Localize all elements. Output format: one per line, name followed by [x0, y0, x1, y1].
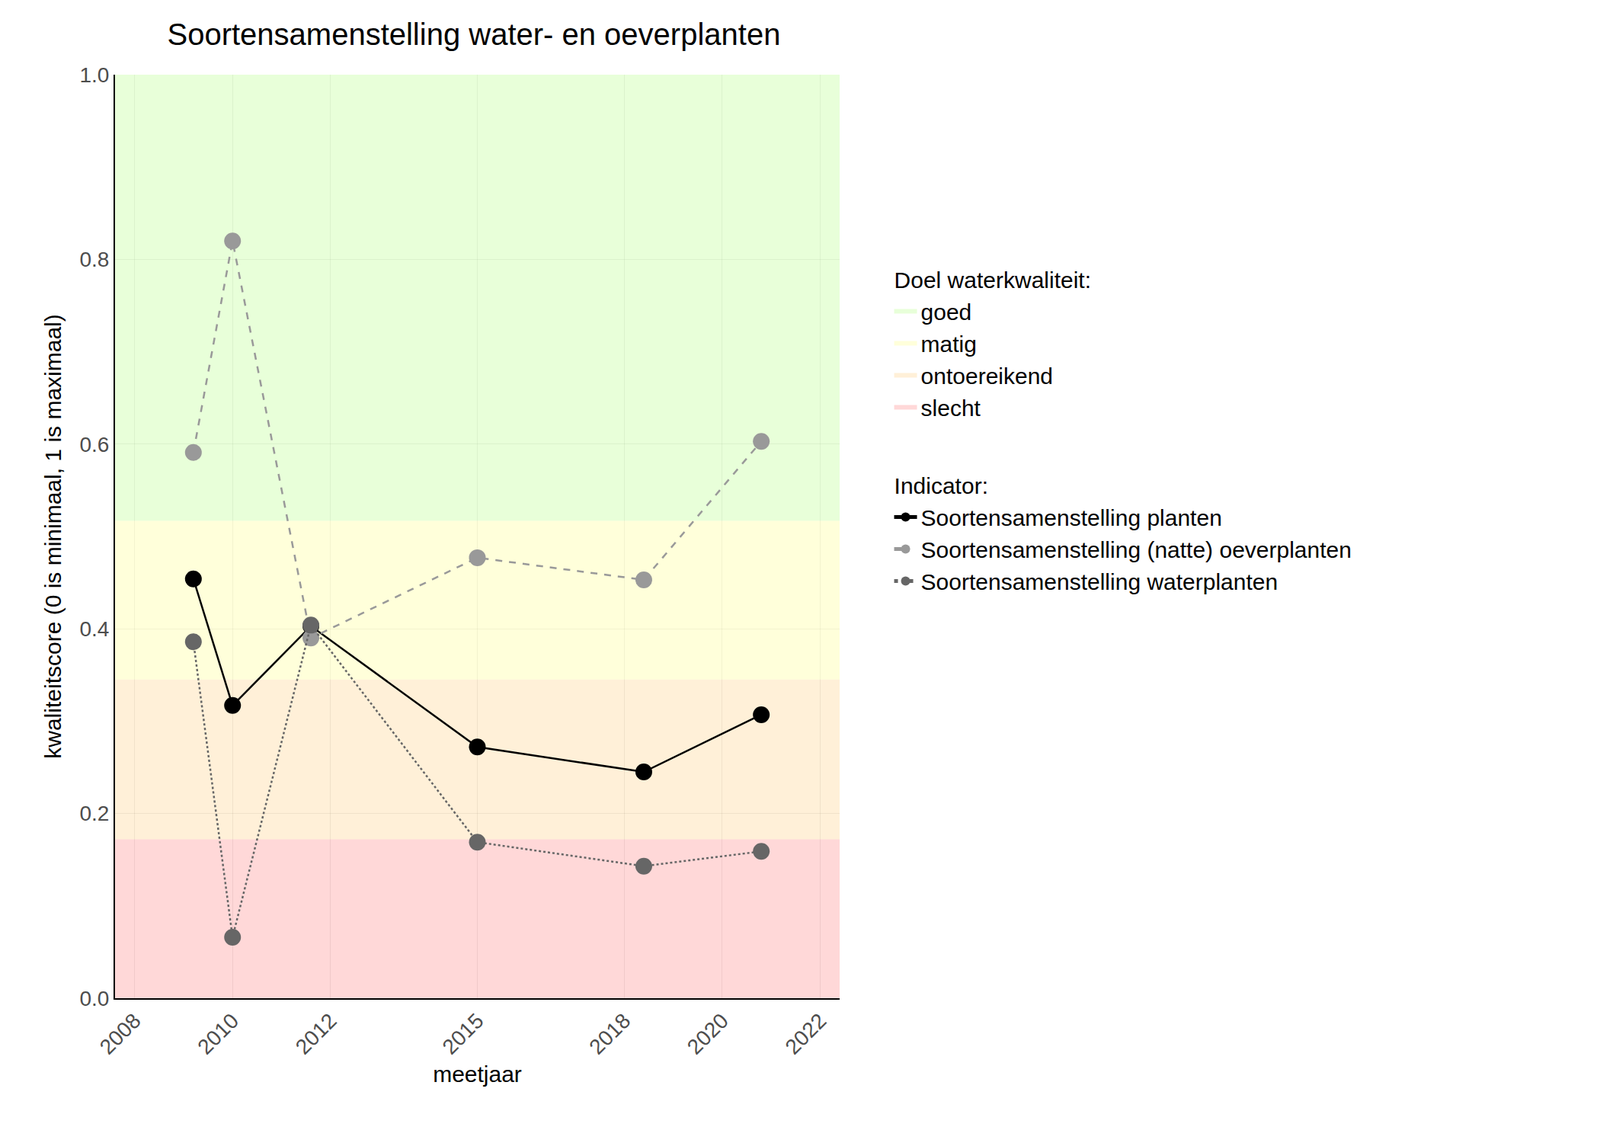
svg-text:2010: 2010 [192, 1008, 244, 1060]
svg-text:2008: 2008 [95, 1008, 146, 1060]
svg-text:2022: 2022 [780, 1008, 831, 1060]
svg-text:0.4: 0.4 [79, 617, 109, 641]
svg-text:Doel waterkwaliteit:: Doel waterkwaliteit: [894, 267, 1092, 293]
svg-text:2020: 2020 [682, 1008, 733, 1060]
svg-text:slecht: slecht [921, 395, 982, 421]
svg-text:0.8: 0.8 [79, 247, 109, 272]
svg-text:0.6: 0.6 [79, 432, 109, 457]
svg-text:2018: 2018 [584, 1008, 635, 1060]
svg-text:meetjaar: meetjaar [432, 1061, 522, 1087]
svg-text:goed: goed [921, 299, 973, 325]
svg-text:ontoereikend: ontoereikend [921, 363, 1053, 389]
svg-text:2012: 2012 [291, 1008, 342, 1060]
svg-text:Soortensamenstelling water- en: Soortensamenstelling water- en oeverplan… [166, 17, 781, 52]
svg-text:2015: 2015 [438, 1008, 489, 1060]
svg-text:Soortensamenstelling (natte) o: Soortensamenstelling (natte) oeverplante… [921, 537, 1352, 563]
svg-text:Soortensamenstelling planten: Soortensamenstelling planten [921, 505, 1223, 531]
svg-text:kwaliteitscore (0 is minimaal,: kwaliteitscore (0 is minimaal, 1 is maxi… [40, 313, 66, 759]
svg-text:1.0: 1.0 [79, 63, 109, 87]
svg-text:matig: matig [921, 331, 977, 357]
svg-text:Indicator:: Indicator: [894, 473, 989, 499]
svg-text:0.2: 0.2 [79, 801, 109, 826]
svg-text:Soortensamenstelling waterplan: Soortensamenstelling waterplanten [921, 569, 1279, 595]
svg-text:0.0: 0.0 [79, 986, 109, 1011]
